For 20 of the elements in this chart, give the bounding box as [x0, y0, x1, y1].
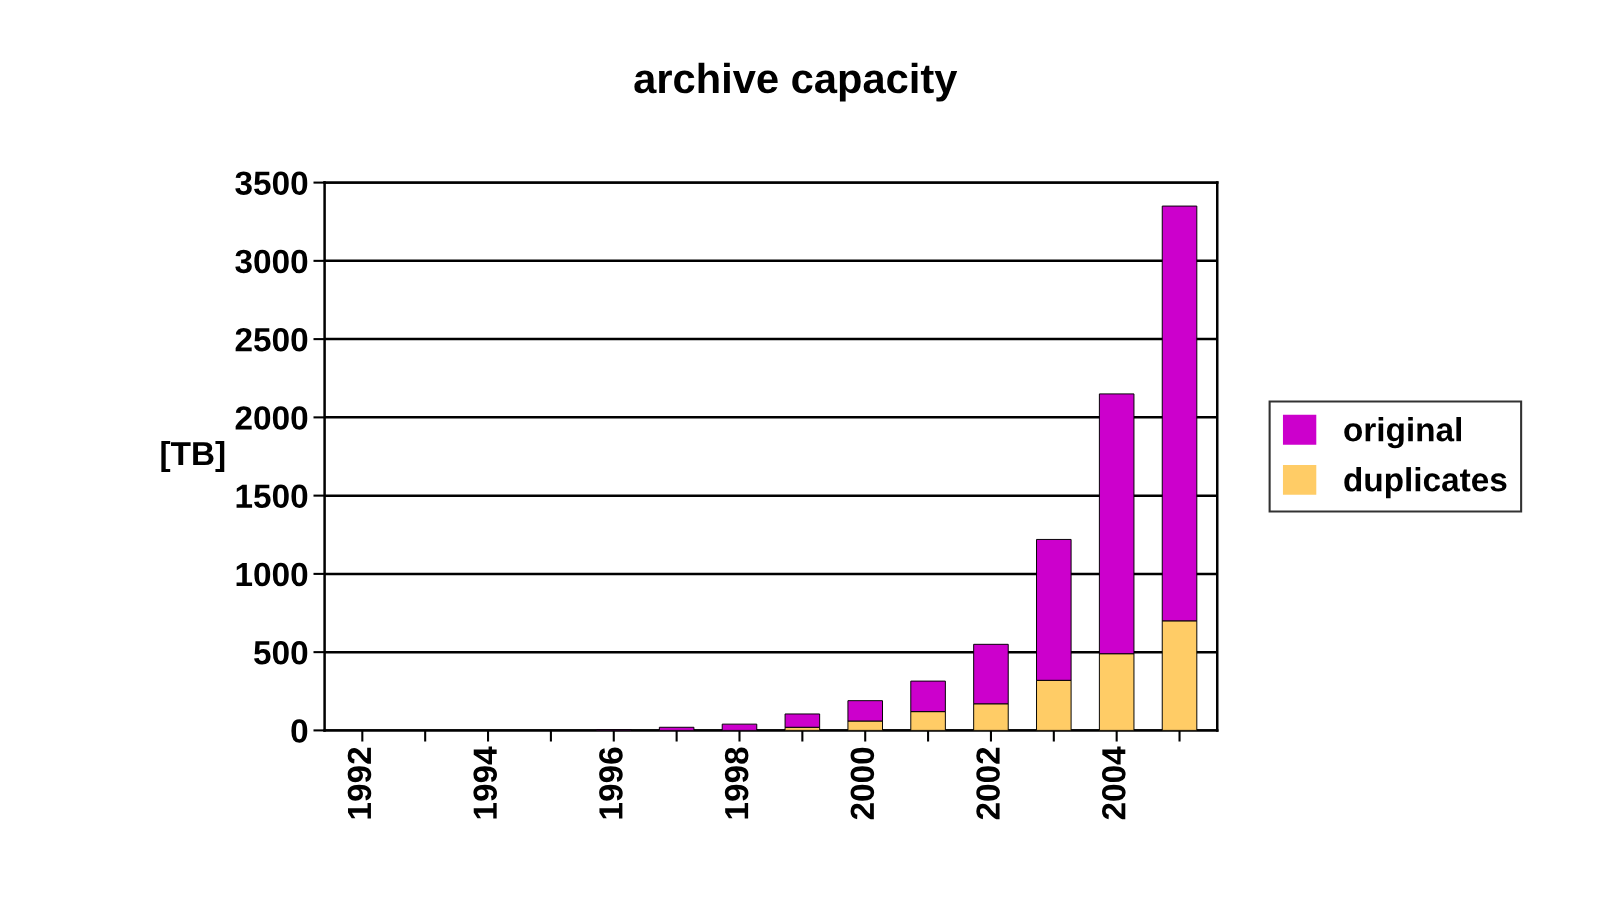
y-tick-label: 1500 — [236, 484, 308, 509]
x-tick-label: 2000 — [850, 747, 875, 820]
y-tick-label: 2500 — [235, 327, 308, 352]
legend-label: duplicates — [1344, 467, 1507, 499]
y-axis-title: [TB] — [161, 440, 225, 473]
y-tick-label: 0 — [291, 719, 308, 743]
x-tick-label: 1992 — [347, 747, 372, 819]
x-tick-label: 1996 — [599, 747, 623, 819]
x-tick-label: 2002 — [976, 747, 1000, 820]
bar — [784, 713, 821, 728]
chart-title: archive capacity — [634, 62, 958, 102]
x-tick-label: 1994 — [473, 746, 497, 819]
y-tick-label: 3500 — [235, 171, 308, 196]
y-tick-label: 2000 — [235, 406, 308, 430]
x-tick-label: 2004 — [1102, 746, 1126, 820]
legend-label: original — [1344, 417, 1461, 449]
x-tick-label: 1998 — [724, 747, 749, 819]
y-tick-label: 3000 — [235, 249, 308, 274]
y-tick-label: 500 — [254, 640, 308, 665]
y-tick-label: 1000 — [236, 562, 308, 587]
